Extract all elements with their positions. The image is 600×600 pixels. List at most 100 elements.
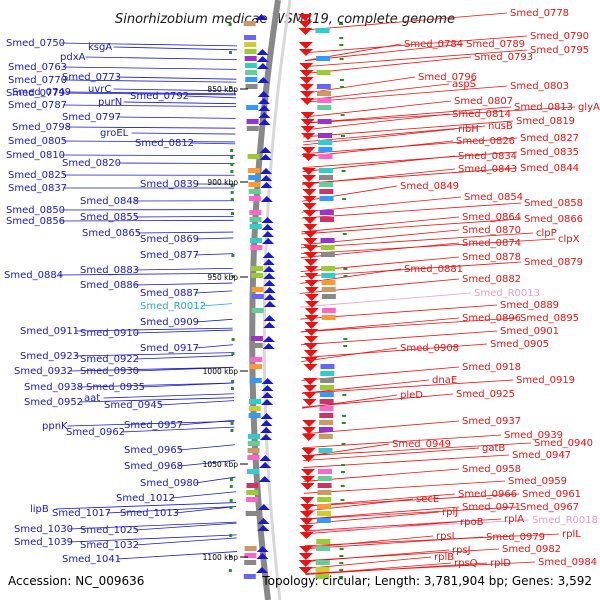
gene-label-left[interactable]: Smed_0952 — [24, 397, 83, 408]
gene-label-left[interactable]: Smed_0980 — [140, 478, 199, 489]
gene-label-right[interactable]: rpsQ — [454, 558, 478, 569]
gene-label-right[interactable]: rplD — [490, 558, 511, 569]
gene-label-left[interactable]: Smed_0749 — [12, 87, 71, 98]
gene-label-left[interactable]: Smed_0887 — [140, 288, 199, 299]
gene-label-left[interactable]: Smed_0911 — [20, 326, 79, 337]
gene-label-right[interactable]: Smed_0984 — [538, 557, 597, 568]
gene-label-left[interactable]: Smed_0917 — [140, 343, 199, 354]
gene-label-right[interactable]: clpP — [536, 228, 557, 239]
gene-label-right[interactable]: Smed_0966 — [458, 489, 517, 500]
gene-label-left[interactable]: Smed_0750 — [6, 38, 65, 49]
gene-label-left[interactable]: Smed_0938 — [24, 382, 83, 393]
gene-label-right[interactable]: Smed_0949 — [392, 439, 451, 450]
gene-label-left[interactable]: Smed_0883 — [80, 265, 139, 276]
gene-label-left[interactable]: Smed_1025 — [80, 525, 139, 536]
gene-label-right[interactable]: Smed_0874 — [462, 238, 521, 249]
gene-label-right[interactable]: Smed_0881 — [404, 264, 463, 275]
gene-label-right[interactable]: Smed_0882 — [462, 274, 521, 285]
gene-label-right[interactable]: Smed_0789 — [466, 39, 525, 50]
gene-label-right[interactable]: Smed_0858 — [524, 198, 583, 209]
gene-label-right[interactable]: Smed_0819 — [516, 116, 575, 127]
gene-label-right[interactable]: Smed_0790 — [530, 31, 589, 42]
gene-label-left[interactable]: Smed_0884 — [4, 270, 63, 281]
gene-label-right[interactable]: Smed_0979 — [486, 532, 545, 543]
gene-label-left[interactable]: ksgA — [88, 42, 112, 53]
gene-label-left[interactable]: aat — [84, 393, 100, 404]
gene-label-left[interactable]: Smed_1017 — [52, 508, 111, 519]
gene-label-right[interactable]: Smed_0895 — [520, 313, 579, 324]
gene-label-left[interactable]: Smed_0923 — [20, 351, 79, 362]
gene-label-right[interactable]: Smed_0796 — [418, 72, 477, 83]
gene-label-right[interactable]: Smed_0795 — [530, 45, 589, 56]
gene-label-right[interactable]: Smed_0835 — [520, 147, 579, 158]
gene-label-left[interactable]: lipB — [30, 504, 49, 515]
gene-label-left[interactable]: Smed_1041 — [62, 554, 121, 565]
gene-label-right[interactable]: Smed_0854 — [464, 192, 523, 203]
gene-label-right[interactable]: Smed_0803 — [510, 81, 569, 92]
gene-label-right[interactable]: Smed_0826 — [456, 136, 515, 147]
gene-label-right[interactable]: Smed_0870 — [462, 225, 521, 236]
gene-label-left[interactable]: groEL — [100, 128, 129, 139]
gene-label-left[interactable]: Smed_0865 — [82, 228, 141, 239]
gene-label-left[interactable]: Smed_0798 — [12, 122, 71, 133]
gene-label-right[interactable]: Smed_0940 — [534, 438, 593, 449]
gene-label-right[interactable]: nusB — [488, 121, 513, 132]
gene-label-right[interactable]: Smed_0971 — [462, 502, 521, 513]
gene-label-left[interactable]: Smed_0968 — [124, 461, 183, 472]
gene-label-left[interactable]: purN — [98, 97, 122, 108]
gene-label-left[interactable]: Smed_0856 — [6, 216, 65, 227]
gene-label-left[interactable]: Smed_0837 — [8, 183, 67, 194]
gene-label-right[interactable]: dnaE — [432, 375, 457, 386]
gene-label-left[interactable]: Smed_R0012 — [140, 301, 206, 312]
gene-label-left[interactable]: Smed_0787 — [8, 100, 67, 111]
gene-label-right[interactable]: Smed_0905 — [490, 339, 549, 350]
gene-label-right[interactable]: Smed_0844 — [520, 163, 579, 174]
gene-label-right[interactable]: Smed_0814 — [452, 109, 511, 120]
gene-label-right[interactable]: gatB — [482, 443, 505, 454]
gene-label-left[interactable]: Smed_0797 — [62, 112, 121, 123]
gene-label-right[interactable]: Smed_0827 — [520, 133, 579, 144]
gene-label-right[interactable]: Smed_0967 — [520, 502, 579, 513]
gene-label-left[interactable]: Smed_1039 — [14, 537, 73, 548]
gene-label-left[interactable]: Smed_0848 — [80, 196, 139, 207]
gene-label-right[interactable]: Smed_0919 — [516, 375, 575, 386]
gene-label-right[interactable]: Smed_0918 — [462, 362, 521, 373]
gene-label-left[interactable]: Smed_0855 — [80, 212, 139, 223]
gene-label-left[interactable]: Smed_0886 — [80, 280, 139, 291]
gene-label-left[interactable]: Smed_0839 — [140, 179, 199, 190]
gene-label-left[interactable]: Smed_0869 — [140, 234, 199, 245]
gene-label-right[interactable]: rpsL — [436, 531, 458, 542]
gene-label-left[interactable]: Smed_0773 — [62, 72, 121, 83]
gene-label-left[interactable]: Smed_0945 — [104, 400, 163, 411]
gene-label-left[interactable]: Smed_0825 — [8, 170, 67, 181]
gene-label-left[interactable]: Smed_0909 — [140, 317, 199, 328]
gene-label-left[interactable]: Smed_0965 — [124, 445, 183, 456]
gene-label-left[interactable]: Smed_0962 — [66, 427, 125, 438]
gene-label-right[interactable]: rplJ — [442, 507, 458, 518]
gene-label-left[interactable]: Smed_0770 — [8, 75, 67, 86]
gene-label-right[interactable]: rpsJ — [452, 545, 471, 556]
gene-label-right[interactable]: Smed_0866 — [524, 214, 583, 225]
gene-label-right[interactable]: clpX — [558, 234, 580, 245]
gene-label-left[interactable]: pdxA — [60, 52, 86, 63]
gene-label-right[interactable]: Smed_0843 — [458, 164, 517, 175]
gene-label-right[interactable]: aspS — [452, 79, 476, 90]
gene-label-left[interactable]: Smed_0930 — [80, 366, 139, 377]
gene-label-left[interactable]: uvrC — [88, 84, 111, 95]
gene-label-right[interactable]: rplA — [504, 514, 524, 525]
gene-label-right[interactable]: pleD — [400, 390, 423, 401]
gene-label-left[interactable]: Smed_1032 — [80, 540, 139, 551]
gene-label-right[interactable]: Smed_R0018 — [532, 515, 598, 526]
gene-label-right[interactable]: rplB — [434, 552, 454, 563]
gene-label-left[interactable]: Smed_0932 — [14, 366, 73, 377]
gene-label-left[interactable]: Smed_0910 — [80, 328, 139, 339]
gene-label-left[interactable]: Smed_0763 — [8, 62, 67, 73]
gene-label-right[interactable]: Smed_0982 — [502, 544, 561, 555]
gene-label-right[interactable]: glyA — [578, 102, 600, 113]
gene-label-left[interactable]: Smed_0935 — [86, 382, 145, 393]
gene-label-left[interactable]: Smed_1012 — [116, 493, 175, 504]
gene-label-left[interactable]: Smed_0792 — [130, 91, 189, 102]
gene-label-right[interactable]: Smed_0879 — [524, 257, 583, 268]
gene-label-right[interactable]: ribH — [458, 124, 479, 135]
gene-label-right[interactable]: Smed_0958 — [462, 464, 521, 475]
